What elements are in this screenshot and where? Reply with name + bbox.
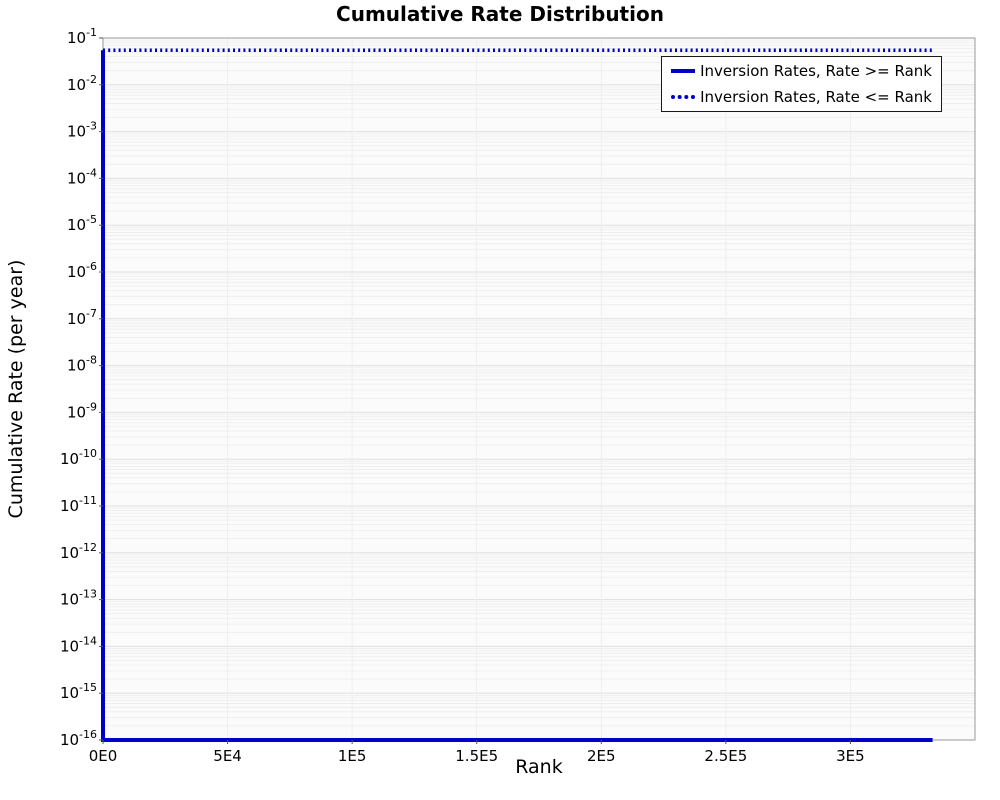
legend-item-solid: Inversion Rates, Rate >= Rank xyxy=(671,62,932,80)
svg-text:10-13: 10-13 xyxy=(60,588,97,609)
svg-text:5E4: 5E4 xyxy=(213,747,242,765)
svg-text:10-16: 10-16 xyxy=(60,728,97,749)
svg-text:2E5: 2E5 xyxy=(587,747,616,765)
svg-text:10-11: 10-11 xyxy=(60,494,97,515)
svg-text:0E0: 0E0 xyxy=(89,747,118,765)
x-tick-labels: 0E0 5E4 1E5 1.5E5 2E5 2.5E5 3E5 xyxy=(89,747,865,765)
svg-text:2.5E5: 2.5E5 xyxy=(704,747,747,765)
svg-text:10-6: 10-6 xyxy=(67,260,97,281)
svg-text:10-9: 10-9 xyxy=(67,400,97,421)
svg-text:10-3: 10-3 xyxy=(67,120,97,141)
chart-title: Cumulative Rate Distribution xyxy=(336,2,664,26)
svg-text:10-7: 10-7 xyxy=(67,307,97,328)
plot-background xyxy=(103,38,975,740)
svg-text:10-2: 10-2 xyxy=(67,73,97,94)
svg-text:10-8: 10-8 xyxy=(67,354,97,375)
x-axis-label: Rank xyxy=(515,756,563,778)
legend-item-dotted: Inversion Rates, Rate <= Rank xyxy=(671,88,932,106)
svg-text:10-4: 10-4 xyxy=(67,166,97,187)
legend-label-solid: Inversion Rates, Rate >= Rank xyxy=(700,62,932,80)
svg-text:3E5: 3E5 xyxy=(836,747,865,765)
svg-text:10-1: 10-1 xyxy=(67,26,97,47)
svg-text:1E5: 1E5 xyxy=(338,747,367,765)
svg-text:10-10: 10-10 xyxy=(60,447,97,468)
tick-marks xyxy=(99,37,851,744)
dotted-line-sample-icon xyxy=(671,95,696,99)
y-tick-labels: 10-1 10-2 10-3 10-4 10-5 10-6 10-7 10-8 10-9 10-1… xyxy=(60,26,97,749)
svg-text:10-14: 10-14 xyxy=(60,634,97,655)
svg-text:10-12: 10-12 xyxy=(60,541,97,562)
solid-line-sample-icon xyxy=(671,69,696,73)
legend-label-dotted: Inversion Rates, Rate <= Rank xyxy=(700,88,932,106)
svg-text:10-15: 10-15 xyxy=(60,681,97,702)
legend: Inversion Rates, Rate >= Rank Inversion … xyxy=(661,56,942,112)
svg-text:1.5E5: 1.5E5 xyxy=(455,747,498,765)
svg-text:10-5: 10-5 xyxy=(67,213,97,234)
